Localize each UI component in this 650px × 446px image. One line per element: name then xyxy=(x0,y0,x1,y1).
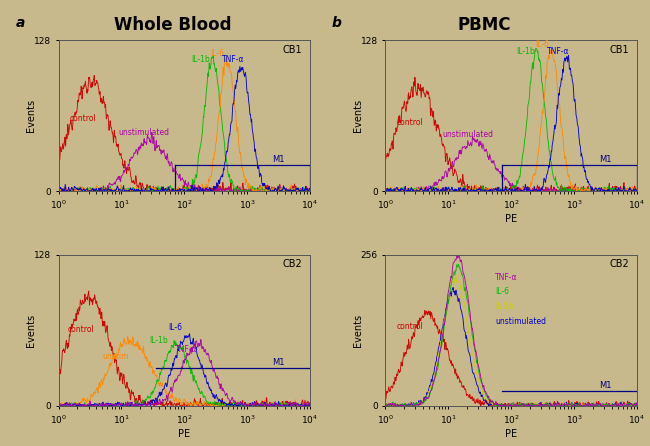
Text: CB2: CB2 xyxy=(283,259,302,269)
Text: CB1: CB1 xyxy=(283,45,302,55)
Text: b: b xyxy=(332,16,341,29)
Text: M1: M1 xyxy=(599,381,612,390)
X-axis label: PE: PE xyxy=(178,429,190,439)
Text: a: a xyxy=(16,16,25,29)
Text: M1: M1 xyxy=(272,358,285,367)
Text: TNF-α: TNF-α xyxy=(222,54,244,63)
Text: IL-6: IL-6 xyxy=(535,40,549,50)
Text: unstimulated: unstimulated xyxy=(442,130,493,139)
Text: CB2: CB2 xyxy=(610,259,629,269)
Text: PBMC: PBMC xyxy=(458,16,511,33)
Text: unstimulated: unstimulated xyxy=(495,317,546,326)
Text: IL-1b: IL-1b xyxy=(192,54,210,63)
Text: IL-6: IL-6 xyxy=(168,323,182,332)
Y-axis label: Events: Events xyxy=(353,99,363,132)
Text: CB1: CB1 xyxy=(610,45,629,55)
Text: TNF-α: TNF-α xyxy=(174,345,197,354)
Text: IL-6: IL-6 xyxy=(495,287,509,297)
Text: control: control xyxy=(68,325,94,334)
Y-axis label: Events: Events xyxy=(26,314,36,347)
Text: M1: M1 xyxy=(272,155,285,164)
Text: M1: M1 xyxy=(599,155,612,164)
Text: IL-1b: IL-1b xyxy=(516,47,535,57)
Y-axis label: Events: Events xyxy=(353,314,363,347)
Text: control: control xyxy=(70,114,96,123)
Text: Whole Blood: Whole Blood xyxy=(114,16,231,33)
Text: unstim: unstim xyxy=(103,352,129,361)
Text: control: control xyxy=(396,322,423,330)
X-axis label: PE: PE xyxy=(505,429,517,439)
Y-axis label: Events: Events xyxy=(26,99,36,132)
X-axis label: PE: PE xyxy=(505,214,517,224)
Text: unstimulated: unstimulated xyxy=(118,128,170,137)
Text: IL-1b: IL-1b xyxy=(150,336,168,345)
Text: control: control xyxy=(396,118,423,127)
Text: TNF-α: TNF-α xyxy=(495,273,517,282)
Text: TNF-α: TNF-α xyxy=(547,47,569,57)
Text: IL-1b: IL-1b xyxy=(495,302,514,311)
Text: IL-6: IL-6 xyxy=(211,49,224,58)
